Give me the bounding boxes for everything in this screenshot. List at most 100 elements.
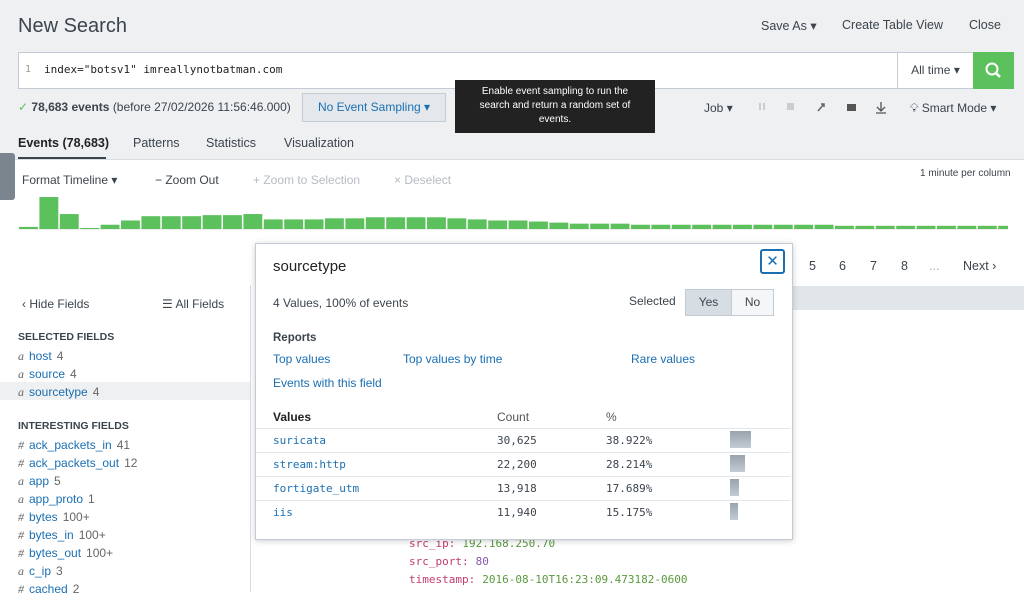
field[interactable]: a app 5 bbox=[18, 474, 61, 489]
timeline-bar[interactable] bbox=[161, 216, 181, 229]
sidebar-handle[interactable] bbox=[0, 153, 15, 200]
timeline-bar[interactable] bbox=[325, 218, 344, 229]
timeline-bar[interactable] bbox=[773, 224, 793, 229]
tab[interactable]: Statistics bbox=[206, 136, 257, 150]
page-link[interactable]: 6 bbox=[839, 259, 846, 273]
field[interactable]: # bytes_in 100+ bbox=[18, 528, 106, 543]
save-as[interactable]: Save As ▾ bbox=[761, 19, 817, 33]
percent-bar bbox=[730, 503, 739, 520]
timeline-bar[interactable] bbox=[386, 217, 406, 229]
timeline-bar[interactable] bbox=[835, 225, 854, 229]
timeline-bar[interactable] bbox=[100, 224, 120, 229]
value-link[interactable]: stream:http bbox=[273, 458, 346, 471]
timeline-bar[interactable] bbox=[590, 223, 610, 229]
field[interactable]: # bytes_out 100+ bbox=[18, 546, 113, 561]
timeline-bar[interactable] bbox=[753, 224, 773, 229]
tab[interactable]: Events (78,683) bbox=[18, 136, 110, 150]
no-button[interactable]: No bbox=[731, 289, 774, 316]
report-link[interactable]: Events with this field bbox=[273, 376, 382, 390]
timeline-bar[interactable] bbox=[243, 214, 263, 229]
timeline-bar[interactable] bbox=[141, 216, 161, 229]
timeline-bar[interactable] bbox=[529, 221, 548, 229]
page-link[interactable]: 8 bbox=[901, 259, 908, 273]
report-link[interactable]: Rare values bbox=[631, 352, 696, 366]
report-link[interactable]: Top values bbox=[273, 352, 331, 366]
field[interactable]: # bytes 100+ bbox=[18, 510, 90, 525]
timeline-bar[interactable] bbox=[467, 219, 487, 229]
timeline-bar[interactable] bbox=[610, 223, 630, 229]
field[interactable]: a c_ip 3 bbox=[18, 564, 63, 579]
timeline-bar[interactable] bbox=[365, 217, 385, 229]
timeline-bar[interactable] bbox=[549, 222, 569, 229]
timeline-bar[interactable] bbox=[508, 220, 528, 229]
field[interactable]: a host 4 bbox=[18, 349, 63, 364]
deselect[interactable]: × Deselect bbox=[394, 173, 452, 187]
job-menu[interactable]: Job ▾ bbox=[704, 101, 733, 115]
timeline-bar[interactable] bbox=[80, 227, 100, 229]
timeline-bar[interactable] bbox=[345, 218, 365, 229]
field[interactable]: # ack_packets_in 41 bbox=[18, 438, 130, 453]
timeline-bar[interactable] bbox=[447, 218, 467, 229]
sampling[interactable]: No Event Sampling ▾ bbox=[302, 93, 446, 122]
field[interactable]: a app_proto 1 bbox=[18, 492, 95, 507]
timeline-bar[interactable] bbox=[916, 225, 936, 229]
page-link[interactable]: ... bbox=[929, 259, 939, 273]
value-link[interactable]: suricata bbox=[273, 434, 326, 447]
timeline-bar[interactable] bbox=[631, 224, 650, 229]
close[interactable]: Close bbox=[969, 18, 1001, 32]
timeline-bar[interactable] bbox=[202, 215, 222, 229]
timeline-bar[interactable] bbox=[977, 225, 997, 229]
all-fields[interactable]: ☰ All Fields bbox=[162, 297, 225, 311]
zoom-out[interactable]: − Zoom Out bbox=[155, 173, 219, 187]
timeline-bar[interactable] bbox=[284, 219, 304, 229]
timeline-bar[interactable] bbox=[59, 214, 79, 229]
timeline-bar[interactable] bbox=[957, 225, 977, 229]
timeline-bar[interactable] bbox=[998, 225, 1008, 229]
timeline-bar[interactable] bbox=[855, 225, 875, 229]
format-timeline[interactable]: Format Timeline ▾ bbox=[22, 173, 118, 187]
tab[interactable]: Patterns bbox=[133, 136, 180, 150]
search-button[interactable] bbox=[973, 52, 1014, 89]
timeline-bar[interactable] bbox=[875, 225, 895, 229]
timeline-bar[interactable] bbox=[692, 224, 712, 229]
field[interactable]: a source 4 bbox=[18, 367, 77, 382]
timeline-bar[interactable] bbox=[427, 217, 446, 229]
timeline-bar[interactable] bbox=[794, 224, 814, 229]
timeline-bar[interactable] bbox=[712, 224, 732, 229]
timeline-bar[interactable] bbox=[223, 215, 242, 229]
timeline-bar[interactable] bbox=[651, 224, 671, 229]
timeline-bar[interactable] bbox=[937, 225, 956, 229]
page-link[interactable]: 5 bbox=[809, 259, 816, 273]
field[interactable]: # cached 2 bbox=[18, 582, 79, 597]
timeline-bar[interactable] bbox=[488, 220, 508, 229]
label: Format Timeline bbox=[22, 173, 109, 187]
hide-fields[interactable]: ‹ Hide Fields bbox=[22, 297, 90, 311]
field-popup bbox=[255, 243, 793, 540]
timeline-bar[interactable] bbox=[263, 219, 283, 229]
timeline-bar[interactable] bbox=[671, 224, 691, 229]
zoom-selection[interactable]: + Zoom to Selection bbox=[253, 173, 361, 187]
timeline-bar[interactable] bbox=[896, 225, 916, 229]
timeline-bar[interactable] bbox=[182, 216, 202, 229]
timeline-bar[interactable] bbox=[569, 223, 589, 229]
timeline-bar[interactable] bbox=[19, 226, 38, 229]
create-table-view[interactable]: Create Table View bbox=[842, 18, 943, 32]
value-link[interactable]: iis bbox=[273, 506, 293, 519]
timeline-bar[interactable] bbox=[814, 224, 834, 229]
report-link[interactable]: Top values by time bbox=[403, 352, 503, 366]
field[interactable]: # ack_packets_out 12 bbox=[18, 456, 137, 471]
page-link[interactable]: 7 bbox=[870, 259, 877, 273]
tab[interactable]: Visualization bbox=[284, 136, 354, 150]
time-picker[interactable]: All time ▾ bbox=[897, 52, 974, 89]
timeline-bar[interactable] bbox=[733, 224, 752, 229]
field[interactable]: a sourcetype 4 bbox=[18, 385, 99, 400]
popup-close[interactable]: ✕ bbox=[760, 249, 785, 274]
timeline-bar[interactable] bbox=[121, 220, 140, 229]
mode-menu[interactable]: 💡︎ Smart Mode ▾ bbox=[910, 101, 997, 115]
timeline-bar[interactable] bbox=[304, 219, 324, 229]
page-link[interactable]: Next › bbox=[963, 259, 997, 273]
timeline-bar[interactable] bbox=[406, 217, 426, 229]
yes-button[interactable]: Yes bbox=[685, 289, 732, 316]
value-link[interactable]: fortigate_utm bbox=[273, 482, 360, 495]
timeline-bar[interactable] bbox=[39, 197, 59, 229]
